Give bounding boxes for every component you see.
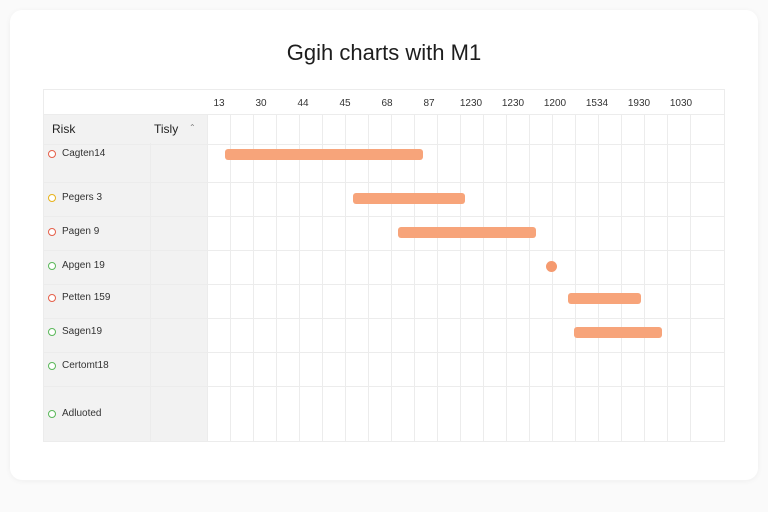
timeline-tick-label: 87: [423, 98, 435, 109]
task-row-label[interactable]: Adluoted: [48, 408, 101, 419]
grid-line-vertical: [299, 114, 300, 441]
grid-line-horizontal: [44, 250, 724, 251]
task-bar[interactable]: [225, 149, 423, 160]
timeline-tick-label: 30: [255, 98, 267, 109]
grid-line-vertical: [460, 114, 461, 441]
status-circle-icon: [48, 409, 56, 418]
status-circle-icon: [48, 193, 56, 202]
timeline-tick-label: 1030: [669, 98, 693, 109]
task-name: Apgen 19: [62, 260, 105, 271]
timeline-tick-label: 1534: [585, 98, 609, 109]
timeline-tick-label: 1230: [501, 98, 525, 109]
task-row-label[interactable]: Apgen 19: [48, 260, 105, 271]
task-name: Certomt18: [62, 360, 109, 371]
grid-line-vertical: [575, 114, 576, 441]
task-bar[interactable]: [567, 293, 642, 304]
timeline-tick-label: 45: [339, 98, 351, 109]
task-row-label[interactable]: Certomt18: [48, 360, 109, 371]
grid-line-vertical: [322, 114, 323, 441]
grid-line-vertical: [276, 114, 277, 441]
task-bar[interactable]: [353, 193, 465, 204]
timeline-tick-label: 13: [213, 98, 225, 109]
grid-line-vertical: [368, 114, 369, 441]
status-circle-icon: [48, 149, 56, 158]
grid-line-vertical: [253, 114, 254, 441]
task-name: Pegers 3: [62, 192, 103, 203]
grid-line-vertical: [506, 114, 507, 441]
status-circle-icon: [48, 293, 56, 302]
status-circle-icon: [48, 327, 56, 336]
task-name: Pagen 9: [62, 226, 100, 237]
grid-line-vertical: [644, 114, 645, 441]
status-circle-icon: [48, 261, 56, 270]
gantt-grid: Risk Tisly ⌃ 13 30 44 45 68 87 1230 1230 1200 153…: [43, 89, 725, 442]
grid-line-horizontal: [44, 318, 724, 319]
status-circle-icon: [48, 361, 56, 370]
sort-caret-icon[interactable]: ⌃: [189, 123, 196, 132]
grid-line-horizontal: [44, 284, 724, 285]
grid-line-vertical: [150, 143, 151, 441]
task-row-label[interactable]: Sagen19: [48, 326, 102, 337]
grid-line-vertical: [483, 114, 484, 441]
milestone-marker[interactable]: [545, 261, 557, 272]
grid-line-horizontal: [44, 216, 724, 217]
grid-line-horizontal: [44, 352, 724, 353]
grid-line-vertical: [529, 114, 530, 441]
task-name: Petten 159: [62, 292, 111, 303]
grid-line-vertical: [207, 114, 208, 441]
task-row-label[interactable]: Pegers 3: [48, 192, 102, 203]
task-row-label[interactable]: Pagen 9: [48, 226, 99, 237]
page-title: Ggih charts with M1: [286, 40, 482, 65]
task-row-label[interactable]: Petten 159: [48, 292, 110, 303]
grid-line-vertical: [621, 114, 622, 441]
grid-line-horizontal: [44, 144, 724, 145]
timeline-tick-label: 1200: [543, 98, 567, 109]
grid-line-vertical: [667, 114, 668, 441]
status-circle-icon: [48, 227, 56, 236]
timeline-tick-label: 68: [381, 98, 393, 109]
task-bar[interactable]: [573, 327, 663, 338]
grid-line-vertical: [414, 114, 415, 441]
task-name: Sagen19: [62, 326, 103, 337]
grid-line-vertical: [345, 114, 346, 441]
task-row-label[interactable]: Cagten14: [48, 148, 105, 159]
risk-column-header[interactable]: Risk: [52, 122, 76, 136]
grid-line-horizontal: [44, 114, 724, 115]
grid-line-vertical: [437, 114, 438, 441]
task-name: Adluoted: [62, 408, 102, 419]
task-name: Cagten14: [62, 148, 106, 159]
grid-line-vertical: [690, 114, 691, 441]
grid-line-vertical: [598, 114, 599, 441]
timeline-tick-label: 1930: [627, 98, 651, 109]
grid-line-horizontal: [44, 386, 724, 387]
timeline-tick-label: 1230: [459, 98, 483, 109]
timeline-tick-label: 44: [297, 98, 309, 109]
grid-line-vertical: [552, 114, 553, 441]
grid-line-vertical: [391, 114, 392, 441]
grid-line-vertical: [230, 114, 231, 441]
task-list-panel: [44, 114, 207, 441]
grid-line-horizontal: [44, 182, 724, 183]
task-bar[interactable]: [397, 227, 537, 238]
tisly-column-header[interactable]: Tisly: [154, 122, 179, 136]
